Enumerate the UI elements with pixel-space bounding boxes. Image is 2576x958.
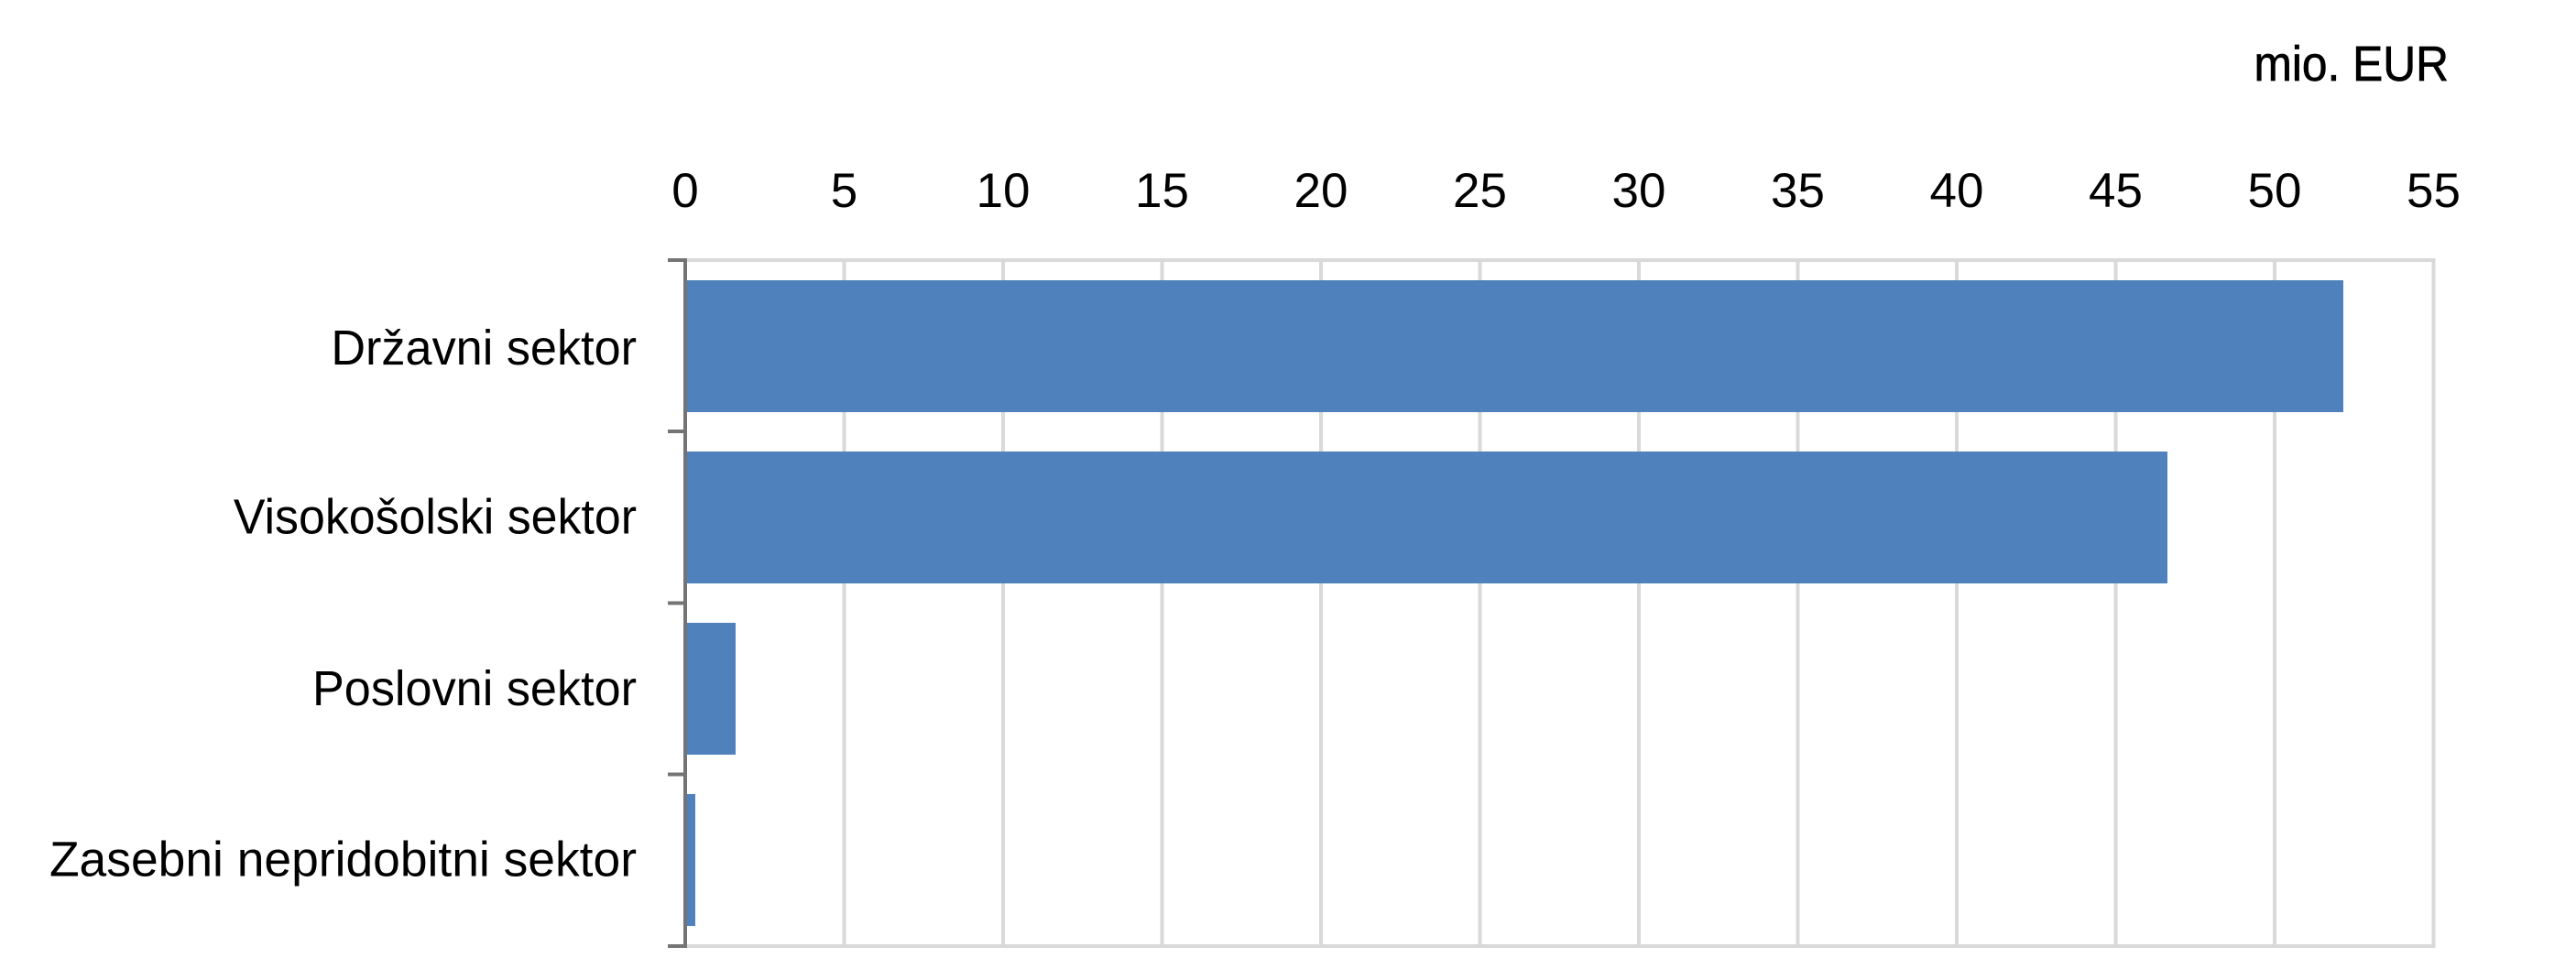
svg-text:10: 10 <box>977 164 1031 218</box>
svg-text:45: 45 <box>2089 164 2143 218</box>
svg-text:Visokošolski sektor: Visokošolski sektor <box>234 490 637 545</box>
svg-text:25: 25 <box>1453 164 1507 218</box>
svg-text:Zasebni nepridobitni sektor: Zasebni nepridobitni sektor <box>49 832 637 887</box>
svg-text:Državni sektor: Državni sektor <box>331 321 637 376</box>
svg-text:mio. EUR: mio. EUR <box>2254 36 2449 91</box>
svg-text:35: 35 <box>1771 164 1825 218</box>
svg-text:30: 30 <box>1612 164 1666 218</box>
svg-text:Poslovni sektor: Poslovni sektor <box>312 661 637 716</box>
svg-text:50: 50 <box>2248 164 2302 218</box>
svg-text:40: 40 <box>1930 164 1984 218</box>
svg-text:15: 15 <box>1135 164 1189 218</box>
svg-text:55: 55 <box>2407 164 2461 218</box>
svg-text:20: 20 <box>1294 164 1348 218</box>
svg-text:5: 5 <box>831 164 857 218</box>
svg-text:0: 0 <box>671 164 698 218</box>
